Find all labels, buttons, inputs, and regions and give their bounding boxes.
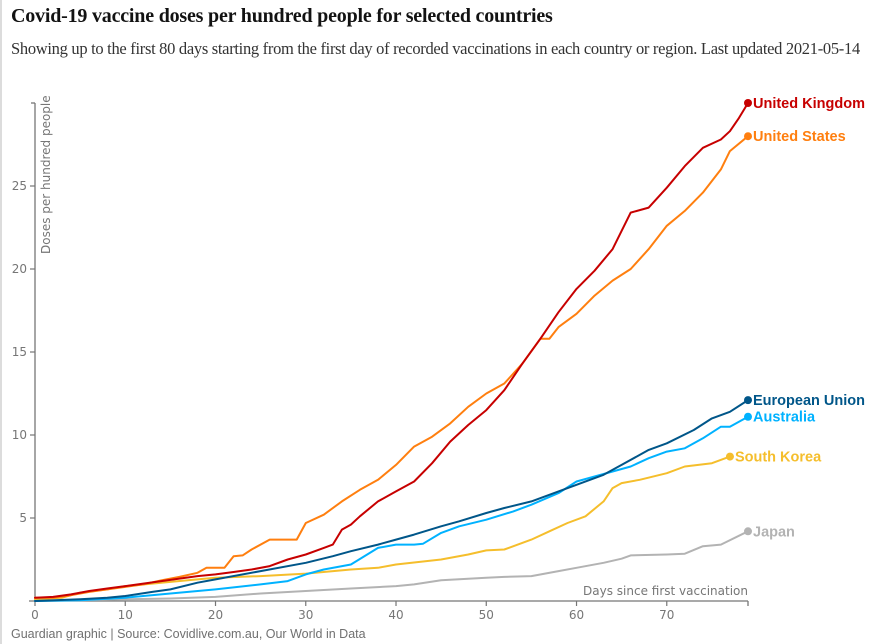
- x-tick-label: 40: [388, 608, 403, 622]
- series-endpoint-japan: [744, 527, 752, 536]
- series-line-australia: [34, 415, 749, 602]
- x-tick-label: 50: [479, 608, 494, 622]
- series-endpoint-united-states: [744, 132, 752, 141]
- series-label-australia: Australia: [753, 410, 816, 426]
- x-axis-title: Days since first vaccination: [583, 584, 748, 598]
- chart-subtitle: Showing up to the first 80 days starting…: [11, 39, 860, 58]
- series-label-japan: Japan: [753, 524, 795, 540]
- series-label-european-union: European Union: [753, 393, 865, 409]
- series-label-united-states: United States: [753, 129, 846, 145]
- y-tick-label: 25: [12, 179, 27, 193]
- series-label-united-kingdom: United Kingdom: [753, 96, 865, 112]
- y-ticks: 5 10 15 20 25: [12, 179, 35, 525]
- x-ticks: 0 10 20 30 40 50 60 70: [31, 601, 674, 622]
- series-endpoint-south-korea: [725, 452, 734, 461]
- series-line-japan: [34, 530, 749, 602]
- axes: 5 10 15 20 25 0 10 20 30 40 50 60 70 Doses per hund…: [12, 95, 749, 622]
- series-label-south-korea: South Korea: [735, 450, 822, 466]
- y-tick-label: 15: [12, 345, 27, 359]
- series-japan: Japan: [34, 524, 795, 602]
- x-tick-label: 70: [659, 608, 674, 622]
- y-tick-label: 10: [12, 428, 27, 442]
- series-south-korea: South Korea: [34, 450, 822, 601]
- x-tick-label: 20: [208, 608, 223, 622]
- series-line-united-states: [34, 135, 749, 599]
- series-australia: Australia: [34, 410, 816, 602]
- left-border-rule: [0, 0, 2, 644]
- y-axis-title: Doses per hundred people: [39, 95, 53, 254]
- x-tick-label: 0: [31, 608, 39, 622]
- series-line-south-korea: [34, 455, 731, 601]
- y-tick-label: 20: [12, 262, 27, 276]
- series-endpoint-united-kingdom: [744, 99, 752, 107]
- series-european-union: European Union: [34, 393, 865, 602]
- x-tick-label: 10: [118, 608, 133, 622]
- series-endpoint-european-union: [744, 396, 752, 405]
- series-united-kingdom: United Kingdom: [34, 96, 865, 599]
- x-tick-label: 60: [569, 608, 584, 622]
- series-endpoint-australia: [744, 412, 752, 421]
- x-tick-label: 30: [298, 608, 313, 622]
- series-line-european-union: [34, 399, 749, 602]
- source-footer: Guardian graphic | Source: Covidlive.com…: [11, 627, 366, 641]
- chart-title: Covid-19 vaccine doses per hundred peopl…: [11, 5, 553, 27]
- series-line-united-kingdom: [34, 102, 749, 599]
- y-tick-label: 5: [19, 511, 27, 525]
